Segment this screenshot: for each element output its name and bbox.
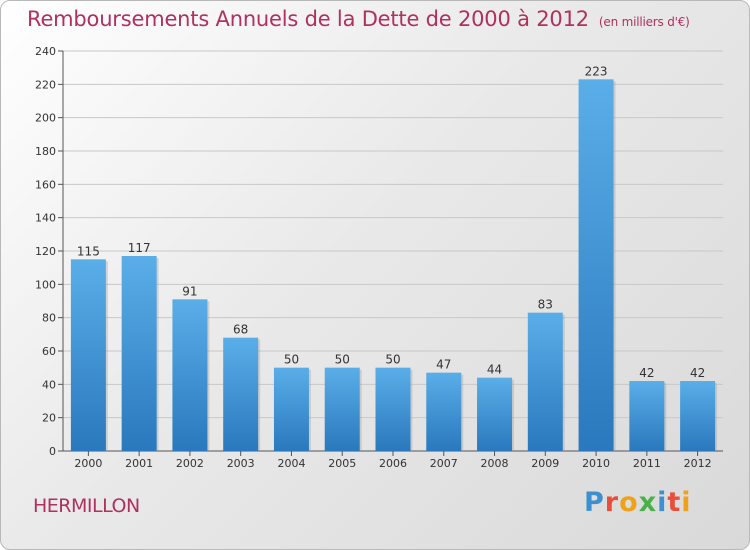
bar-2002 [172,299,208,451]
bar-2007 [426,372,462,451]
logo-letter: o [619,487,639,518]
logo-letter: t [667,487,682,518]
labels: 2000 115 2001 117 2002 91 2003 68 2004 50 2005 50 20… [74,64,711,470]
logo-letter: P [584,487,605,518]
y-tick-label: 120 [35,245,56,258]
data-label: 42 [690,366,705,380]
y-tick-label: 140 [35,212,56,225]
data-label: 115 [77,244,100,258]
y-tick-label: 220 [35,78,56,91]
bar-2008 [477,377,513,451]
x-tick-label: 2002 [176,457,204,470]
x-tick-label: 2007 [430,457,458,470]
commune-name: HERMILLON [33,495,140,517]
logo-letter: x [638,487,658,518]
data-label: 68 [233,323,248,337]
bar-2001 [121,256,157,451]
logo-letter: i [681,487,692,518]
axes: 0 20 40 60 80 100 120 140 160 180 200 220 240 [35,45,723,458]
y-tick-label: 180 [35,145,56,158]
x-tick-label: 2006 [379,457,407,470]
x-tick-label: 2011 [633,457,661,470]
proxiti-logo: Proxiti [584,487,692,518]
data-label: 44 [487,363,502,377]
y-tick-label: 200 [35,112,56,125]
chart-unit: (en milliers d'€) [598,15,690,29]
data-label: 91 [182,284,197,298]
bar-2004 [273,367,309,451]
y-tick-label: 0 [49,445,56,458]
bar-2012 [680,381,716,451]
y-tick-label: 60 [42,345,56,358]
x-tick-label: 2001 [125,457,153,470]
y-tick-label: 100 [35,278,56,291]
bar-2006 [375,367,411,451]
data-label: 83 [538,298,553,312]
data-label: 117 [128,241,151,255]
y-tick-label: 20 [42,412,56,425]
data-label: 50 [385,353,400,367]
chart-title-text: Remboursements Annuels de la Dette de 20… [27,7,589,31]
bar-2010 [578,79,614,451]
y-tick-label: 80 [42,312,56,325]
x-tick-label: 2009 [531,457,559,470]
x-tick-label: 2010 [582,457,610,470]
x-tick-label: 2008 [481,457,509,470]
y-tick-label: 160 [35,178,56,191]
x-tick-label: 2005 [328,457,356,470]
data-label: 47 [436,358,451,372]
bar-2011 [629,381,665,451]
y-tick-label: 240 [35,45,56,58]
x-tick-label: 2000 [74,457,102,470]
logo-letter: r [604,487,620,518]
bars [70,79,718,451]
bar-2000 [70,259,106,451]
chart-title: Remboursements Annuels de la Dette de 20… [27,7,690,31]
data-label: 42 [639,366,654,380]
logo-letter: i [657,487,668,518]
x-tick-label: 2004 [277,457,305,470]
bar-2009 [527,312,563,451]
x-tick-label: 2003 [227,457,255,470]
y-tick-label: 40 [42,378,56,391]
data-label: 50 [284,353,299,367]
bar-2003 [223,337,259,451]
data-label: 223 [585,64,608,78]
bar-2005 [324,367,360,451]
x-tick-label: 2012 [684,457,712,470]
data-label: 50 [335,353,350,367]
